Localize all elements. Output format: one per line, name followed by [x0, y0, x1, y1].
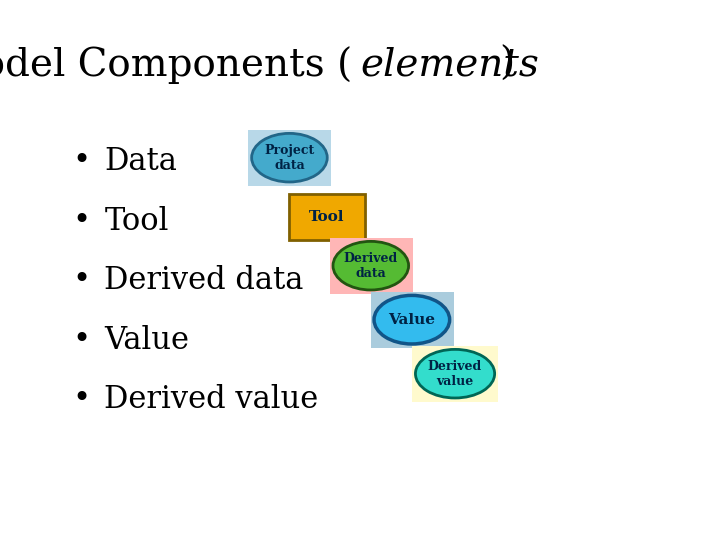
Text: ): ): [499, 46, 514, 83]
Text: Value: Value: [104, 325, 189, 356]
Text: Tool: Tool: [104, 206, 168, 237]
Bar: [248, 130, 331, 186]
Text: •: •: [72, 206, 90, 237]
Ellipse shape: [374, 295, 449, 344]
Text: •: •: [72, 146, 90, 178]
Text: •: •: [72, 325, 90, 356]
Text: Model Components (: Model Components (: [0, 46, 360, 84]
Ellipse shape: [333, 241, 409, 290]
Text: Data: Data: [104, 146, 177, 178]
Text: •: •: [72, 265, 90, 296]
Text: Derived
value: Derived value: [428, 360, 482, 388]
Text: Derived
data: Derived data: [343, 252, 398, 280]
Ellipse shape: [415, 349, 495, 398]
Ellipse shape: [252, 133, 327, 182]
Text: Tool: Tool: [309, 210, 345, 224]
Bar: [371, 292, 454, 348]
Text: elements: elements: [360, 46, 539, 83]
Bar: [330, 238, 413, 294]
Bar: [412, 346, 498, 402]
Bar: [289, 194, 365, 240]
Text: •: •: [72, 384, 90, 415]
Text: Project
data: Project data: [264, 144, 315, 172]
Text: Value: Value: [388, 313, 436, 327]
Text: Derived data: Derived data: [104, 265, 304, 296]
Text: Derived value: Derived value: [104, 384, 319, 415]
